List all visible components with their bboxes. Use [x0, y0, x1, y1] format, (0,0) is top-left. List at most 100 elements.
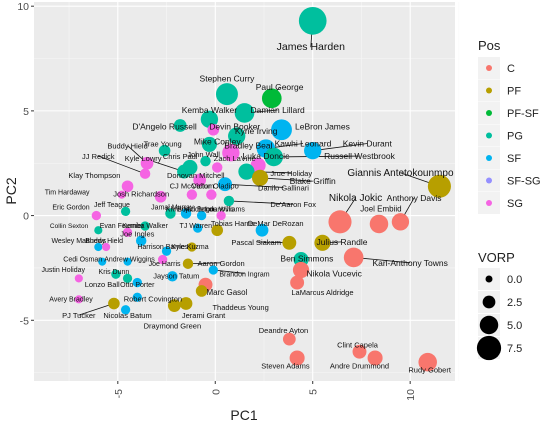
point-label: Luka Doncic — [243, 151, 291, 161]
legend-size-key — [485, 275, 493, 283]
data-point — [193, 173, 207, 187]
legend-size-key — [482, 295, 496, 309]
point-label: Zach LaVine — [214, 154, 256, 163]
data-point — [98, 257, 107, 266]
data-point — [74, 295, 83, 304]
leader-line — [213, 269, 245, 274]
point-label: Trae Young — [144, 139, 182, 148]
data-point — [177, 164, 192, 179]
data-point — [201, 136, 217, 152]
data-point — [427, 174, 451, 198]
leader-line — [224, 183, 284, 188]
point-label: Kevin Durant — [343, 138, 393, 148]
point-label: Danilo Gallinari — [258, 183, 309, 192]
point-label: Mike Conley — [194, 136, 242, 146]
legend-size-key — [476, 335, 502, 361]
data-point — [111, 269, 121, 279]
legend-color-label: SF — [507, 153, 521, 165]
point-label: Rudy Gobert — [408, 366, 451, 375]
point-label: LeBron James — [295, 122, 350, 132]
legend-color-key — [486, 155, 492, 161]
point-label: Russell Westbrook — [324, 151, 395, 161]
point-label: Steven Adams — [261, 361, 310, 370]
data-point — [140, 156, 154, 170]
point-label: Nicolas Batum — [103, 311, 151, 320]
legend-color-label: C — [507, 63, 515, 75]
point-label: Kris Dunn — [99, 269, 130, 276]
point-label: Ben Simmons — [280, 254, 333, 264]
data-point — [211, 162, 223, 173]
point-label: Victor Oladipo — [192, 181, 239, 190]
point-label: Kyrie Irving — [235, 126, 278, 136]
legend-color-label: PF-SF — [507, 108, 539, 120]
point-label: JJ Redick — [82, 152, 115, 161]
legend-size-label: 5.0 — [507, 320, 522, 332]
data-point — [132, 277, 142, 288]
data-point — [352, 344, 367, 359]
point-label: Justin Holiday — [41, 267, 85, 274]
position-legend: Pos C PF PF-SF PG SF SF-SG SG — [478, 38, 541, 214]
data-point — [218, 177, 232, 192]
data-point — [234, 103, 255, 123]
point-label: Kemba Walker — [182, 105, 238, 115]
data-point — [292, 261, 310, 279]
x-tick-label: -5 — [113, 389, 125, 398]
point-label: Avery Bradley — [49, 296, 93, 303]
point-label: Aaron Gordon — [198, 259, 245, 268]
data-point — [132, 292, 142, 302]
data-point — [94, 226, 103, 235]
data-point — [282, 235, 297, 250]
point-label: Josh Richardson — [113, 190, 169, 199]
data-point — [195, 285, 208, 297]
data-point — [120, 305, 131, 315]
point-label: PJ Tucker — [62, 311, 96, 320]
data-point — [187, 242, 197, 252]
point-label: Giannis Antetokounmpo — [347, 168, 454, 179]
point-label: Anthony Davis — [387, 193, 442, 203]
y-tick-label: 10 — [17, 1, 29, 13]
point-label: Kyle Kuzma — [171, 244, 208, 251]
data-point — [222, 144, 240, 162]
point-label: Collin Sexton — [50, 223, 89, 230]
data-point — [117, 190, 126, 199]
point-label: Damian Lillard — [250, 105, 305, 115]
point-label: Donovan Mitchell — [167, 171, 225, 180]
point-label: Jrue Holiday — [270, 169, 312, 178]
legend-size-key — [479, 315, 499, 335]
data-points — [74, 6, 451, 372]
y-tick-label: 0 — [23, 211, 29, 223]
point-label: Lonzo Ball — [85, 280, 120, 289]
y-tick-label: -5 — [20, 315, 29, 327]
legend-color-key — [486, 65, 492, 71]
point-label: Robert Covington — [124, 294, 182, 303]
point-label: Pascal Siakam — [231, 238, 281, 247]
point-label: D'Angelo Russell — [132, 122, 197, 132]
data-point — [94, 242, 103, 252]
legend-color-key — [486, 87, 492, 94]
point-label: Harrison Barnes — [137, 244, 188, 251]
point-label: Buddy Hield — [107, 142, 147, 151]
data-point — [223, 195, 235, 207]
point-label: Clint Capela — [337, 340, 379, 349]
point-label: Tim Hardaway — [45, 190, 90, 197]
legend-color-key — [486, 110, 492, 116]
point-label: Bradley Beal — [224, 141, 272, 151]
point-label: Kemba Walker — [122, 223, 168, 230]
point-label: Jerami Grant — [182, 311, 226, 320]
point-label: Thaddeus Young — [212, 303, 268, 312]
data-point — [261, 88, 282, 109]
data-point — [250, 157, 266, 173]
point-label: Nikola Jokic — [329, 193, 382, 204]
minor-gridlines — [34, 2, 460, 381]
data-point — [196, 210, 207, 221]
point-label: John Wall — [187, 150, 220, 159]
point-label: Klay Thompson — [68, 171, 120, 180]
data-point — [91, 210, 102, 221]
data-point — [369, 214, 389, 234]
data-point — [139, 168, 151, 179]
data-point — [140, 221, 150, 231]
data-point — [123, 257, 132, 266]
x-axis-title: PC1 — [230, 407, 257, 423]
point-label: Chris Paul — [163, 152, 198, 161]
